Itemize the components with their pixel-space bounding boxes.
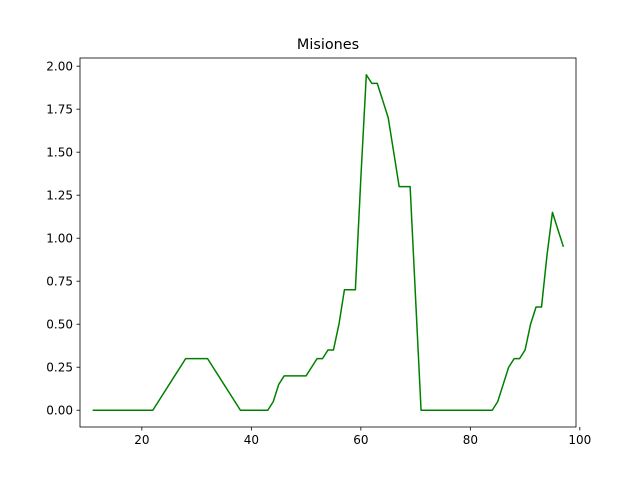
y-axis: 0.00 0.25 0.50 0.75 1.00 1.25 1.50 1.75 2.00 xyxy=(46,59,80,418)
series-line-0 xyxy=(92,74,565,411)
x-tick-label: 40 xyxy=(244,433,259,447)
plot-area xyxy=(92,74,565,411)
x-tick-label: 20 xyxy=(134,433,149,447)
y-tick-label: 1.25 xyxy=(46,188,73,202)
y-tick-label: 0.75 xyxy=(46,275,73,289)
chart-title: Misiones xyxy=(297,37,359,53)
y-tick-label: 0.50 xyxy=(46,318,73,332)
y-tick-label: 1.00 xyxy=(46,231,73,245)
x-tick-label: 80 xyxy=(463,433,478,447)
y-tick-label: 0.25 xyxy=(46,361,73,375)
y-tick-label: 1.50 xyxy=(46,145,73,159)
x-tick-label: 60 xyxy=(353,433,368,447)
y-tick-label: 1.75 xyxy=(46,102,73,116)
y-tick-label: 2.00 xyxy=(46,59,73,73)
axes-frame xyxy=(79,57,577,428)
x-tick-label: 100 xyxy=(568,433,591,447)
x-axis: 20 40 60 80 100 xyxy=(134,427,591,447)
y-tick-label: 0.00 xyxy=(46,404,73,418)
